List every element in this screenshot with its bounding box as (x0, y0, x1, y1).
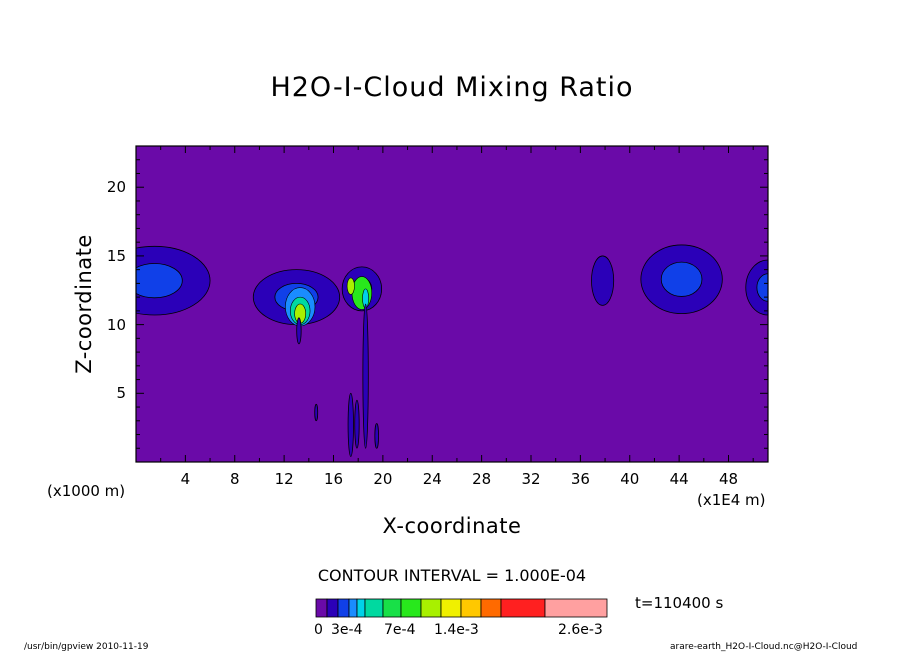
colorbar-swatch (382, 598, 402, 618)
stalk-contour-3 (354, 399, 360, 449)
y-tick-label: 20 (106, 178, 126, 197)
footer-right: arare-earth_H2O-I-Cloud.nc@H2O-I-Cloud (670, 642, 858, 652)
x-tick-label: 12 (274, 470, 294, 488)
x-tick-label: 48 (718, 470, 739, 488)
colorbar-label: 7e-4 (384, 622, 416, 638)
colorbar (315, 598, 608, 618)
x-unit-left: (x1000 m) (47, 482, 126, 500)
x-tick-label: 36 (570, 470, 590, 488)
cloud-18-core-1 (351, 276, 373, 310)
y-tick-label: 5 (116, 384, 126, 403)
colorbar-swatch (348, 598, 358, 618)
colorbar-label: 1.4e-3 (434, 622, 479, 638)
colorbar-swatch (440, 598, 462, 618)
colorbar-swatch (326, 598, 339, 618)
axis-ticks (136, 146, 768, 462)
x-tick-label: 8 (229, 470, 240, 488)
plot-frame (135, 145, 769, 463)
colorbar-label: 3e-4 (331, 622, 363, 638)
contour-fills (136, 244, 768, 457)
colorbar-swatch (420, 598, 442, 618)
x-axis-label: X-coordinate (382, 514, 522, 538)
cloud-44-contour (660, 261, 703, 297)
stalk-contour-4 (374, 423, 379, 449)
chart-title: H2O-I-Cloud Mixing Ratio (270, 72, 634, 103)
colorbar-swatch (337, 598, 350, 618)
stalk-contour-0 (296, 317, 302, 345)
cloud-left-contour (136, 263, 183, 299)
x-tick-label: 40 (620, 470, 640, 488)
colorbar-label: 2.6e-3 (558, 622, 603, 638)
footer-left: /usr/bin/gpview 2010-11-19 (24, 642, 149, 652)
y-axis-label: Z-coordinate (72, 234, 96, 374)
colorbar-swatch (364, 598, 384, 618)
stalk-contour-5 (314, 403, 319, 422)
x-tick-label: 44 (669, 470, 689, 488)
x-tick-label: 16 (323, 470, 344, 488)
time-label: t=110400 s (635, 594, 724, 612)
colorbar-label: 0 (314, 622, 323, 638)
x-unit-right: (x1E4 m) (697, 491, 766, 509)
colorbar-swatch (460, 598, 482, 618)
y-tick-label: 10 (106, 315, 126, 334)
x-tick-label: 24 (422, 470, 442, 488)
x-tick-label: 20 (373, 470, 393, 488)
cloud-right-contour (756, 273, 768, 302)
contour-interval: CONTOUR INTERVAL = 1.000E-04 (317, 566, 587, 585)
colorbar-swatch (315, 598, 328, 618)
colorbar-swatch (356, 598, 366, 618)
x-tick-label: 32 (521, 470, 541, 488)
colorbar-swatch (480, 598, 502, 618)
colorbar-swatch (500, 598, 546, 618)
cloud-18-core-2 (346, 277, 355, 295)
stalk-contour-1 (362, 303, 369, 449)
y-tick-label: 15 (106, 246, 126, 265)
colorbar-swatch (544, 598, 608, 618)
x-tick-label: 4 (180, 470, 191, 488)
cloud-37-contour (591, 255, 615, 306)
x-tick-label: 28 (472, 470, 492, 488)
colorbar-swatch (400, 598, 422, 618)
stalk-contour-2 (347, 392, 354, 457)
